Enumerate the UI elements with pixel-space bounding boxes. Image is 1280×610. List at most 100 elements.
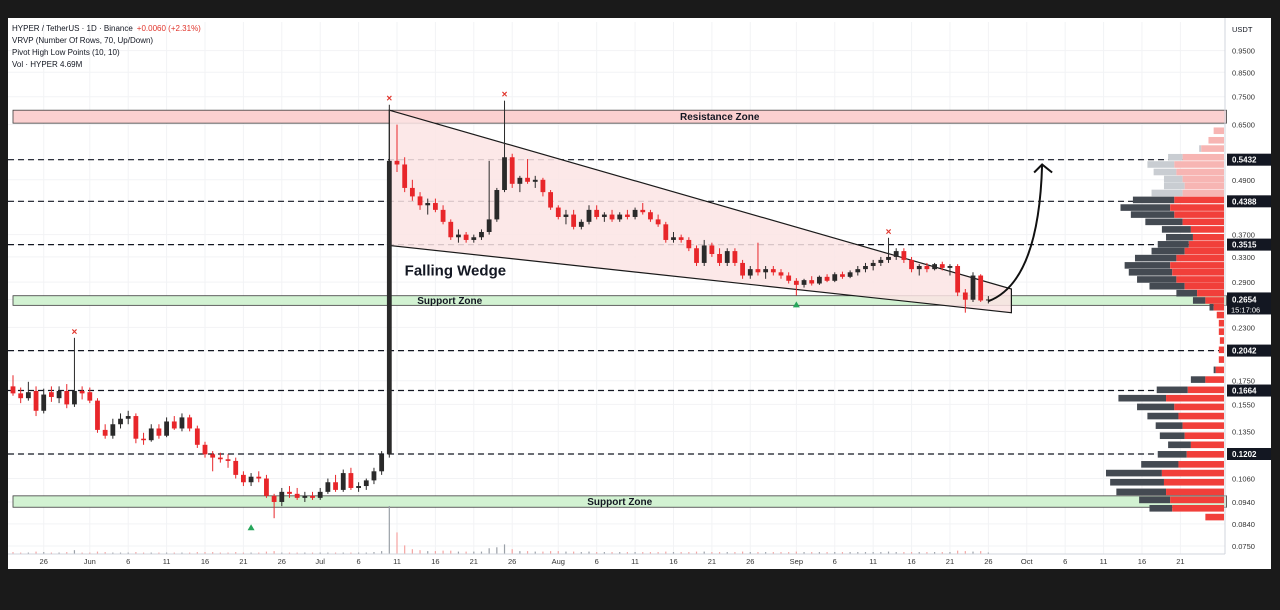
volume-bar (12, 552, 14, 554)
volume-bar (749, 552, 751, 554)
volume-bar (880, 552, 882, 554)
candle-body (525, 177, 530, 182)
volume-bar (281, 552, 283, 554)
volume-bar (580, 552, 582, 554)
candle-body (379, 454, 385, 472)
volume-bar (910, 552, 913, 554)
price-tick-label: 0.0750 (1232, 542, 1255, 551)
volume-profile-down (1218, 328, 1224, 335)
volume-bar (381, 551, 383, 554)
pivot-high-marker: × (886, 227, 892, 238)
volume-bar (626, 552, 628, 554)
indicator-volume[interactable]: Vol · HYPER 4.69M (12, 60, 83, 69)
indicator-pivot[interactable]: Pivot High Low Points (10, 10) (12, 48, 120, 57)
candle-body (678, 237, 684, 240)
candle-body (340, 473, 346, 490)
volume-bar (204, 552, 206, 554)
chart-background (8, 18, 1271, 569)
candle-body (893, 251, 899, 257)
candle-body (701, 245, 707, 263)
candle-body (356, 486, 361, 488)
candle-body (463, 234, 469, 240)
volume-bar (311, 552, 314, 554)
volume-profile-down (1188, 241, 1224, 248)
volume-bar (557, 551, 559, 554)
candle-body (747, 269, 753, 276)
volume-profile-down (1182, 422, 1224, 429)
candle-body (271, 495, 277, 502)
indicator-vrvp[interactable]: VRVP (Number Of Rows, 70, Up/Down) (12, 36, 154, 45)
volume-bar (619, 552, 621, 554)
volume-bar (742, 551, 744, 554)
candle-body (763, 269, 769, 273)
volume-bar (342, 552, 344, 554)
price-label-highlight-bg (1227, 344, 1271, 357)
volume-bar (895, 552, 897, 554)
volume-bar (887, 551, 890, 554)
candle-body (717, 253, 722, 263)
time-tick-label: 16 (669, 557, 677, 566)
candle-body (448, 221, 454, 238)
volume-bar (680, 552, 682, 554)
volume-bar (711, 552, 713, 554)
volume-profile-up (1147, 161, 1175, 168)
volume-profile-down (1205, 376, 1224, 383)
candle-body (655, 219, 661, 225)
volume-profile-up (1110, 478, 1164, 486)
candle-body (740, 262, 745, 276)
volume-profile-down (1219, 337, 1224, 344)
time-tick-label: 26 (40, 557, 48, 566)
candle-body (248, 476, 254, 483)
time-tick-label: 6 (126, 557, 130, 566)
volume-bar (811, 552, 813, 554)
volume-profile-up (1151, 189, 1183, 197)
volume-bar (104, 552, 106, 554)
volume-profile-up (1156, 386, 1188, 394)
candle-body (148, 428, 154, 441)
volume-bar (465, 551, 467, 554)
candle-body (778, 272, 784, 276)
volume-bar (534, 551, 536, 554)
volume-profile-up (1141, 461, 1179, 468)
volume-bar (358, 552, 360, 554)
volume-bar (250, 552, 252, 554)
volume-profile-down (1215, 366, 1224, 374)
volume-profile-up (1139, 496, 1171, 504)
volume-profile-down (1213, 127, 1224, 135)
volume-profile-up (1120, 204, 1171, 211)
candle-body (962, 292, 968, 300)
symbol-label: HYPER / TetherUS · 1D · Binance (12, 24, 133, 33)
volume-bar (957, 550, 959, 554)
volume-bar (726, 552, 728, 554)
support-zone-2 (12, 495, 1227, 508)
candle-body (56, 391, 62, 399)
volume-bar (665, 551, 667, 554)
time-tick-label: 16 (201, 557, 209, 566)
volume-profile-down (1216, 311, 1224, 319)
candle-body (456, 234, 461, 238)
volume-bar (173, 552, 175, 554)
price-tick-label: 0.9500 (1232, 47, 1255, 56)
volume-profile-down (1187, 386, 1224, 394)
volume-profile-down (1218, 356, 1224, 363)
price-chart[interactable]: Resistance Zone Support Zone Support Zone F… (8, 18, 1271, 569)
candle-body (141, 438, 146, 441)
volume-bar (166, 552, 168, 554)
volume-profile-up (1163, 175, 1183, 183)
volume-bar (350, 552, 352, 554)
volume-bar (388, 506, 390, 554)
candle-body (41, 394, 47, 411)
time-tick-label: Jun (84, 557, 96, 566)
candle-body (433, 203, 438, 210)
candle-body (64, 391, 70, 405)
volume-profile-up (1159, 432, 1185, 440)
price-label-highlight-bg (1227, 384, 1271, 397)
price-label-highlight: 0.1664 (1232, 387, 1257, 396)
candle-body (225, 459, 231, 461)
candle-body (18, 393, 24, 399)
candle-body (479, 231, 484, 238)
candle-body (824, 276, 830, 281)
candle-body (855, 269, 861, 273)
volume-profile-down (1192, 233, 1224, 241)
volume-bar (903, 552, 905, 554)
